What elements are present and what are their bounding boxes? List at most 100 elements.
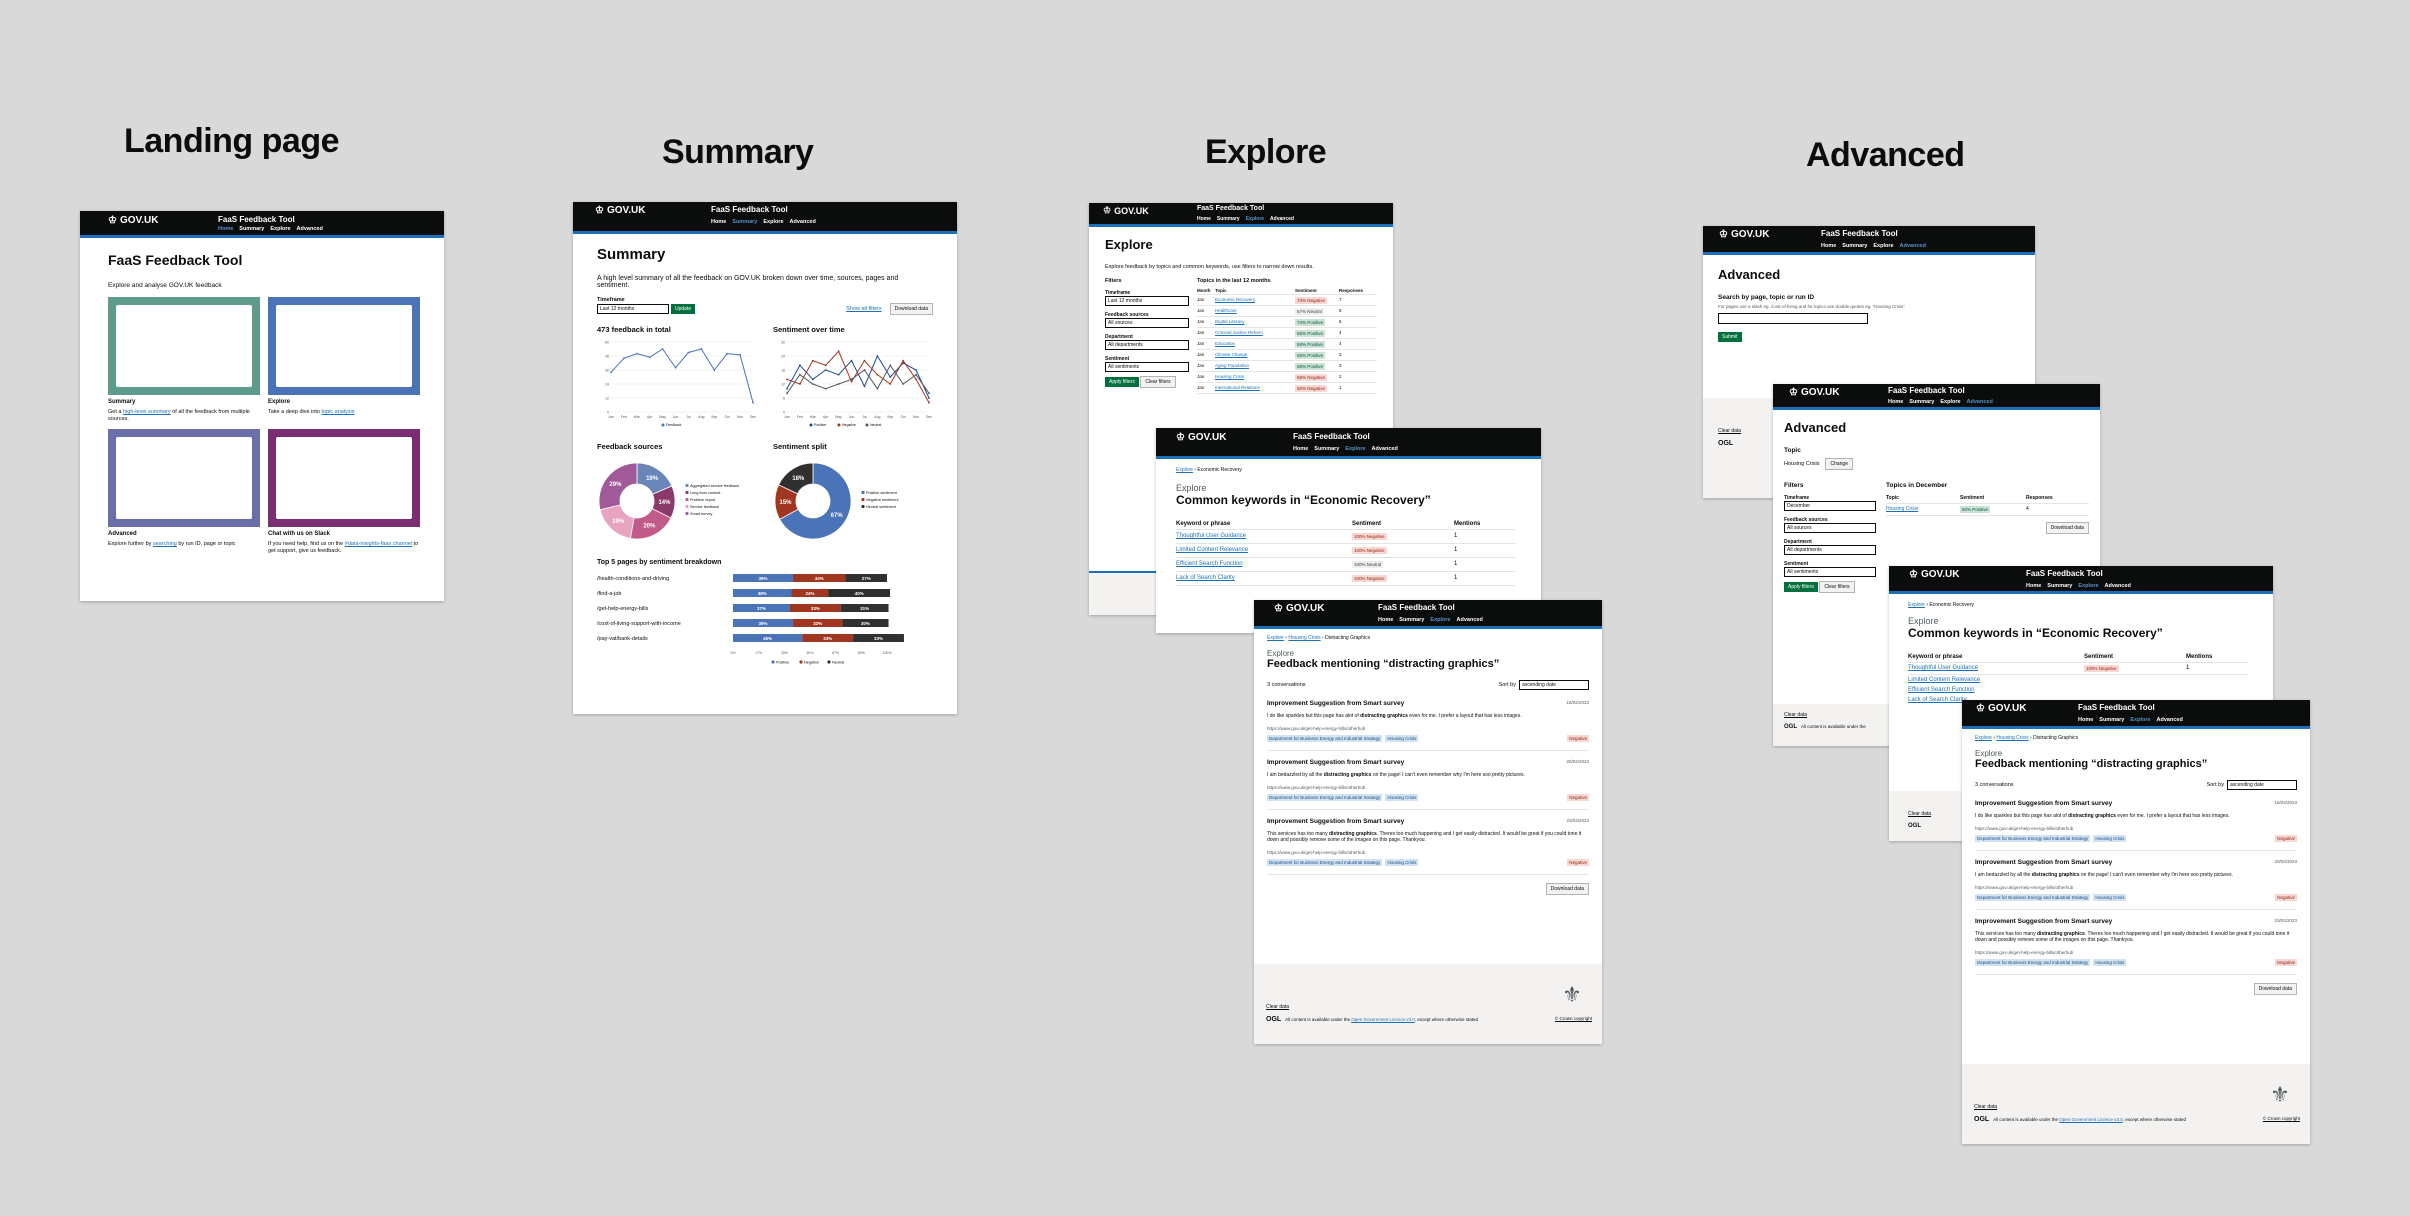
filter-select[interactable]: All sources (1784, 523, 1876, 533)
download-button[interactable]: Download data (2045, 522, 2089, 534)
nav-home[interactable]: Home (1197, 216, 1211, 222)
download-button[interactable]: Download data (889, 303, 933, 315)
govuk-logo[interactable]: ♔ GOV.UK (1103, 205, 1149, 216)
clear-data-link[interactable]: Clear data (1908, 811, 1932, 817)
topic-link[interactable]: Housing Crisis (1886, 506, 1919, 512)
govuk-logo[interactable]: ♔ GOV.UK (1176, 432, 1227, 443)
breadcrumb-explore[interactable]: Explore (1908, 602, 1925, 608)
service-name[interactable]: FaaS Feedback Tool (2078, 703, 2155, 712)
nav-advanced[interactable]: Advanced (1966, 399, 1993, 405)
download-button[interactable]: Download data (1545, 883, 1589, 895)
keyword-link[interactable]: Efficient Search Function (1176, 561, 1243, 567)
service-name[interactable]: FaaS Feedback Tool (711, 205, 788, 214)
service-name[interactable]: FaaS Feedback Tool (1293, 432, 1370, 441)
change-button[interactable]: Change (1825, 458, 1853, 470)
nav-advanced[interactable]: Advanced (1456, 617, 1483, 623)
landing-card[interactable]: Explore Take a deep dive into topic analy… (268, 297, 420, 423)
breadcrumb-explore[interactable]: Explore (1975, 735, 1992, 741)
show-filters-link[interactable]: Show all filters (846, 306, 882, 312)
nav-summary[interactable]: Summary (1216, 216, 1240, 222)
nav-summary[interactable]: Summary (239, 226, 265, 232)
card-thumbnail[interactable] (268, 429, 420, 528)
govuk-logo[interactable]: ♔ GOV.UK (1909, 569, 1960, 580)
breadcrumb-explore[interactable]: Explore (1176, 467, 1193, 473)
topic-link[interactable]: Housing Crisis (1215, 373, 1245, 379)
nav-advanced[interactable]: Advanced (2104, 583, 2131, 589)
card-link[interactable]: high-level summary (122, 409, 171, 415)
nav-home[interactable]: Home (711, 219, 727, 225)
card-thumbnail[interactable] (108, 429, 260, 528)
nav-summary[interactable]: Summary (2099, 717, 2125, 723)
keyword-link[interactable]: Thoughtful User Guidance (1176, 533, 1247, 539)
clear-data-link[interactable]: Clear data (1784, 712, 1808, 718)
apply-filters-button[interactable]: Apply filters (1784, 582, 1818, 592)
timeframe-select[interactable]: Last 12 months (597, 304, 669, 314)
govuk-logo[interactable]: ♔ GOV.UK (108, 215, 159, 226)
nav-home[interactable]: Home (1821, 243, 1837, 249)
nav-summary[interactable]: Summary (1314, 446, 1340, 452)
topic-link[interactable]: Climate Change (1215, 351, 1248, 357)
topic-link[interactable]: Healthcare (1215, 307, 1237, 313)
nav-explore[interactable]: Explore (1873, 243, 1894, 249)
submit-button[interactable]: Submit (1718, 332, 1742, 342)
service-name[interactable]: FaaS Feedback Tool (1821, 229, 1898, 238)
service-name[interactable]: FaaS Feedback Tool (1197, 205, 1265, 212)
sort-select[interactable]: ascending date (1519, 680, 1589, 690)
landing-card[interactable]: Advanced Explore further by searching by … (108, 429, 260, 555)
card-link[interactable]: topic analysis (321, 409, 355, 415)
download-button[interactable]: Download data (2253, 983, 2297, 995)
nav-explore[interactable]: Explore (1940, 399, 1961, 405)
service-name[interactable]: FaaS Feedback Tool (1888, 386, 1965, 395)
copyright-link[interactable]: © Crown copyright (1554, 1016, 1592, 1021)
sort-select[interactable]: ascending date (2227, 780, 2297, 790)
govuk-logo[interactable]: ♔ GOV.UK (1789, 387, 1840, 398)
card-link[interactable]: #data-insights-faas channel (344, 541, 413, 548)
clear-data-link[interactable]: Clear data (1718, 428, 1742, 434)
clear-data-link[interactable]: Clear data (1266, 1004, 1290, 1010)
govuk-logo[interactable]: ♔ GOV.UK (1274, 603, 1325, 614)
nav-explore[interactable]: Explore (763, 219, 784, 225)
keyword-link[interactable]: Thoughtful User Guidance (1908, 665, 1979, 671)
nav-advanced[interactable]: Advanced (1270, 216, 1294, 222)
nav-explore[interactable]: Explore (1245, 216, 1265, 222)
clear-data-link[interactable]: Clear data (1974, 1104, 1998, 1110)
nav-summary[interactable]: Summary (1842, 243, 1868, 249)
filter-select[interactable]: All sources (1105, 318, 1189, 328)
filter-select[interactable]: All sentiments (1784, 567, 1876, 577)
keyword-link[interactable]: Limited Content Relevance (1908, 677, 1981, 683)
nav-home[interactable]: Home (1378, 617, 1394, 623)
breadcrumb-topic[interactable]: Housing Crisis (1288, 635, 1321, 641)
licence-link[interactable]: Open Government Licence v3.0 (2059, 1117, 2123, 1122)
licence-link[interactable]: Open Government Licence v3.0 (1351, 1017, 1415, 1022)
topic-link[interactable]: Aging Population (1215, 362, 1250, 368)
nav-home[interactable]: Home (2078, 717, 2094, 723)
card-thumbnail[interactable] (108, 297, 260, 395)
filter-select[interactable]: All sentiments (1105, 362, 1189, 372)
nav-explore[interactable]: Explore (1345, 446, 1366, 452)
topic-link[interactable]: International Relations (1215, 384, 1260, 390)
nav-explore[interactable]: Explore (2078, 583, 2099, 589)
filter-select[interactable]: All departments (1784, 545, 1876, 555)
topic-link[interactable]: Education (1215, 340, 1236, 346)
keyword-link[interactable]: Lack of Search Clarity (1176, 575, 1235, 581)
nav-home[interactable]: Home (1293, 446, 1309, 452)
service-name[interactable]: FaaS Feedback Tool (1378, 603, 1455, 612)
nav-summary[interactable]: Summary (1909, 399, 1935, 405)
keyword-link[interactable]: Limited Content Relevance (1176, 547, 1249, 553)
keyword-link[interactable]: Efficient Search Function (1908, 687, 1975, 693)
nav-summary[interactable]: Summary (2047, 583, 2073, 589)
govuk-logo[interactable]: ♔ GOV.UK (1976, 703, 2027, 714)
clear-filters-button[interactable]: Clear filters (1819, 581, 1855, 593)
card-link[interactable]: searching (152, 541, 177, 548)
nav-advanced[interactable]: Advanced (296, 226, 323, 232)
breadcrumb-topic[interactable]: Housing Crisis (1996, 735, 2029, 741)
govuk-logo[interactable]: ♔ GOV.UK (595, 205, 646, 216)
update-button[interactable]: Update (671, 304, 696, 314)
nav-explore[interactable]: Explore (1430, 617, 1451, 623)
apply-filters-button[interactable]: Apply filters (1105, 377, 1139, 387)
card-thumbnail[interactable] (268, 297, 420, 395)
topic-link[interactable]: Digital Literacy (1215, 318, 1245, 324)
topic-link[interactable]: Criminal Justice Reform (1215, 329, 1263, 335)
landing-card[interactable]: Chat with us on Slack If you need help, f… (268, 429, 420, 555)
nav-explore[interactable]: Explore (270, 226, 291, 232)
